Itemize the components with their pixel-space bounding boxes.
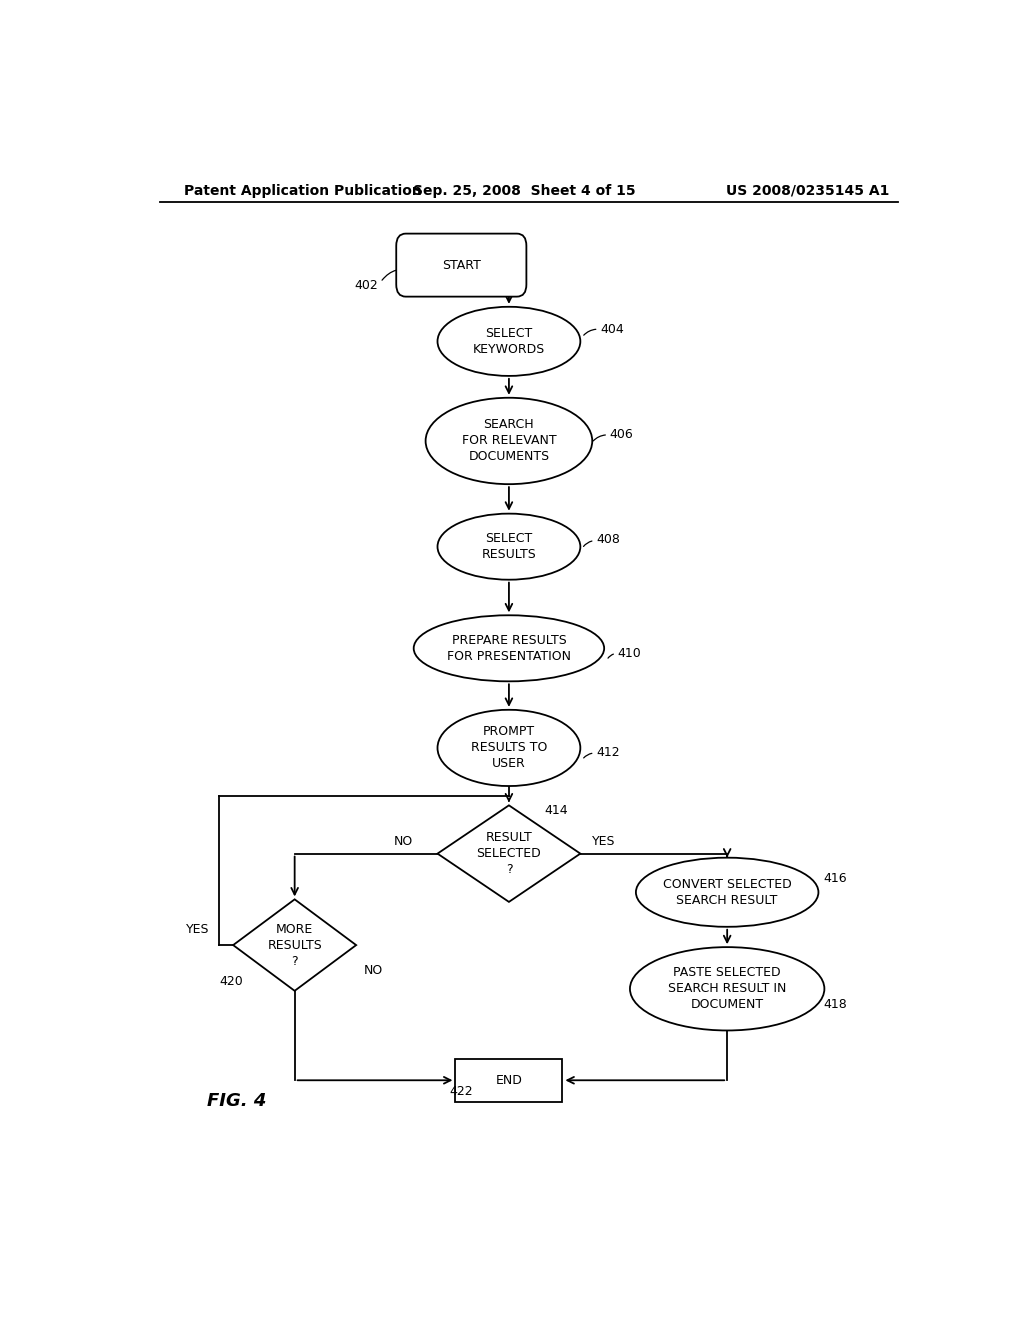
Bar xyxy=(456,1059,562,1102)
Text: START: START xyxy=(442,259,480,272)
Text: NO: NO xyxy=(394,836,413,847)
Ellipse shape xyxy=(437,306,581,376)
Text: 410: 410 xyxy=(617,647,641,660)
Text: MORE
RESULTS
?: MORE RESULTS ? xyxy=(267,923,322,968)
Text: SELECT
KEYWORDS: SELECT KEYWORDS xyxy=(473,327,545,356)
Ellipse shape xyxy=(414,615,604,681)
Text: 414: 414 xyxy=(545,804,568,817)
Text: 404: 404 xyxy=(600,322,624,335)
Text: Sep. 25, 2008  Sheet 4 of 15: Sep. 25, 2008 Sheet 4 of 15 xyxy=(414,183,636,198)
Ellipse shape xyxy=(636,858,818,927)
Text: 402: 402 xyxy=(354,279,378,292)
Ellipse shape xyxy=(437,513,581,579)
Ellipse shape xyxy=(426,397,592,484)
Ellipse shape xyxy=(437,710,581,785)
Text: Patent Application Publication: Patent Application Publication xyxy=(183,183,421,198)
Text: 418: 418 xyxy=(823,998,847,1011)
Text: SEARCH
FOR RELEVANT
DOCUMENTS: SEARCH FOR RELEVANT DOCUMENTS xyxy=(462,418,556,463)
Text: 420: 420 xyxy=(219,975,243,989)
Text: YES: YES xyxy=(185,924,209,936)
Text: 412: 412 xyxy=(596,747,620,759)
Ellipse shape xyxy=(630,948,824,1031)
Text: PROMPT
RESULTS TO
USER: PROMPT RESULTS TO USER xyxy=(471,726,547,771)
Text: 408: 408 xyxy=(596,533,621,546)
Text: 416: 416 xyxy=(823,871,847,884)
Text: 422: 422 xyxy=(450,1085,473,1098)
Text: RESULT
SELECTED
?: RESULT SELECTED ? xyxy=(476,832,542,876)
Text: SELECT
RESULTS: SELECT RESULTS xyxy=(481,532,537,561)
Text: PASTE SELECTED
SEARCH RESULT IN
DOCUMENT: PASTE SELECTED SEARCH RESULT IN DOCUMENT xyxy=(668,966,786,1011)
Text: NO: NO xyxy=(365,964,383,977)
Text: END: END xyxy=(496,1073,522,1086)
Text: YES: YES xyxy=(592,836,615,847)
Text: 406: 406 xyxy=(609,429,634,441)
Text: FIG. 4: FIG. 4 xyxy=(207,1092,266,1110)
FancyBboxPatch shape xyxy=(396,234,526,297)
Polygon shape xyxy=(233,899,356,991)
Text: PREPARE RESULTS
FOR PRESENTATION: PREPARE RESULTS FOR PRESENTATION xyxy=(446,634,571,663)
Text: CONVERT SELECTED
SEARCH RESULT: CONVERT SELECTED SEARCH RESULT xyxy=(663,878,792,907)
Text: US 2008/0235145 A1: US 2008/0235145 A1 xyxy=(726,183,890,198)
Polygon shape xyxy=(437,805,581,902)
